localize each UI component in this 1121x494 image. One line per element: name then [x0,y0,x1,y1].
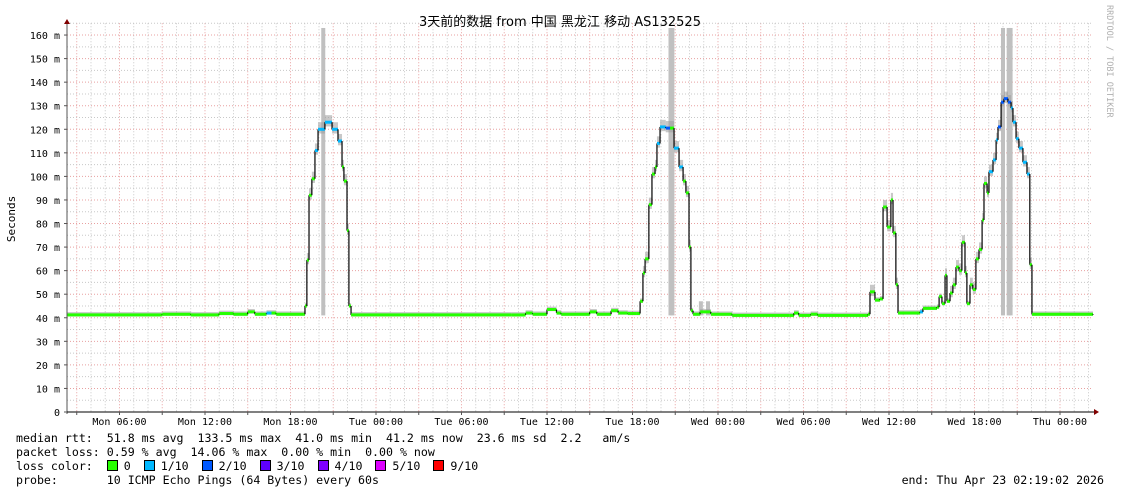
x-tick-label: Mon 06:00 [92,417,146,428]
rrdtool-watermark: RRDTOOL / TOBI OETIKER [1104,5,1114,118]
y-tick-label: 120 m [30,125,60,136]
packet-loss-now: 0.00 % now [365,445,435,459]
smoke-band [67,27,1093,318]
loss-color-item: 4/10 [317,459,363,473]
y-tick-label: 150 m [30,55,60,66]
loss-color-item: 0 [106,459,131,473]
y-tick-label: 90 m [36,196,60,207]
x-tick-label: Mon 18:00 [263,417,317,428]
y-tick-label: 160 m [30,31,60,42]
y-tick-label: 80 m [36,220,60,231]
x-tick-label: Wed 18:00 [947,417,1001,428]
y-tick-label: 110 m [30,149,60,160]
y-tick-label: 140 m [30,78,60,89]
axes [64,19,1099,415]
median-rtt-max: 133.5 ms max [197,431,282,445]
median-rtt-am-s: 2.2 [560,431,582,445]
loss-color-item: 1/10 [143,459,189,473]
loss-color-swatch [433,460,445,471]
median-rtt-now: 41.2 ms now [385,431,463,445]
smoke-spike [698,301,703,316]
y-tick-label: 50 m [36,290,60,301]
y-tick-label: 10 m [36,384,60,395]
loss-color-label: 2/10 [218,459,247,473]
loss-color-item: 3/10 [259,459,305,473]
y-tick-label: 20 m [36,361,60,372]
loss-color-swatch [201,460,213,471]
x-tick-label: Wed 06:00 [776,417,830,428]
loss-color-label: 9/10 [450,459,479,473]
x-tick-label: Tue 18:00 [605,417,659,428]
loss-color-item: 2/10 [201,459,247,473]
chart-title: 3天前的数据 from 中国 黑龙江 移动 AS132525 [419,14,701,30]
probe-label: probe: [16,473,58,487]
smoke-spike [1008,27,1013,316]
median-rtt-line [67,97,1094,317]
legend-loss-color: loss color: 0 1/10 2/10 3/10 4/10 5/10 9/10 [16,459,491,473]
loss-color-swatch [143,460,155,471]
x-tick-label: Wed 00:00 [691,417,745,428]
median-rtt-min: 41.0 ms min [295,431,373,445]
x-tick-label: Tue 06:00 [434,417,488,428]
packet-loss-avg: 0.59 % avg [106,445,177,459]
x-tick-label: Tue 12:00 [520,417,574,428]
loss-color-item: 9/10 [433,459,478,473]
y-tick-label: 30 m [36,337,60,348]
end-time: end: Thu Apr 23 02:19:02 2026 [901,473,1104,487]
x-tick-label: Wed 12:00 [862,417,916,428]
loss-color-label: loss color: [16,459,93,473]
packet-loss-label: packet loss: [16,445,100,459]
y-axis-arrow-icon [64,19,70,24]
median-rtt-label: median rtt: [16,431,93,445]
packet-loss-min: 0.00 % min [281,445,352,459]
loss-color-label: 3/10 [276,459,305,473]
packet-loss-max: 14.06 % max [190,445,268,459]
legend-packet-loss: packet loss: 0.59 % avg 14.06 % max 0.00… [16,445,435,459]
y-tick-label: 70 m [36,243,60,254]
loss-color-label: 0 [123,459,131,473]
x-axis-arrow-icon [1094,409,1099,415]
x-tick-label: Thu 00:00 [1033,417,1087,428]
y-tick-label: 0 [54,408,60,419]
x-tick-label: Mon 12:00 [178,417,232,428]
smoke-spike [670,27,675,316]
y-tick-label: 60 m [36,267,60,278]
probe-value: 10 ICMP Echo Pings (64 Bytes) every 60s [106,473,379,487]
loss-color-label: 4/10 [334,459,363,473]
median-rtt-avg: 51.8 ms avg [106,431,184,445]
loss-color-swatch [375,460,387,471]
grid [67,22,1093,412]
y-tick-label: 100 m [30,172,60,183]
y-tick-labels: 0 10 m 20 m 30 m 40 m 50 m 60 m 70 m 80 m 90 m 100… [30,31,67,419]
y-tick-label: 40 m [36,314,60,325]
y-tick-label: 130 m [30,102,60,113]
loss-color-swatch [259,460,271,471]
loss-color-label: 1/10 [160,459,189,473]
smoke-spike [706,301,711,316]
x-tick-label: Tue 00:00 [349,417,403,428]
loss-color-item: 5/10 [375,459,420,473]
legend-median-rtt: median rtt: 51.8 ms avg 133.5 ms max 41.… [16,431,630,445]
x-tick-labels: Mon 06:00 Mon 12:00 Mon 18:00 Tue 00:00 Tue … [76,412,1087,428]
loss-color-label: 5/10 [392,459,421,473]
y-axis-label: Seconds [5,196,18,242]
median-rtt-am-s-unit: am/s [602,431,631,445]
legend-probe: probe: 10 ICMP Echo Pings (64 Bytes) eve… [16,473,379,487]
loss-color-swatch [317,460,329,471]
loss-color-swatch [106,460,118,471]
smoke-spike [321,27,326,316]
median-rtt-sd: 23.6 ms sd [476,431,547,445]
smoke-spike [1000,27,1005,316]
